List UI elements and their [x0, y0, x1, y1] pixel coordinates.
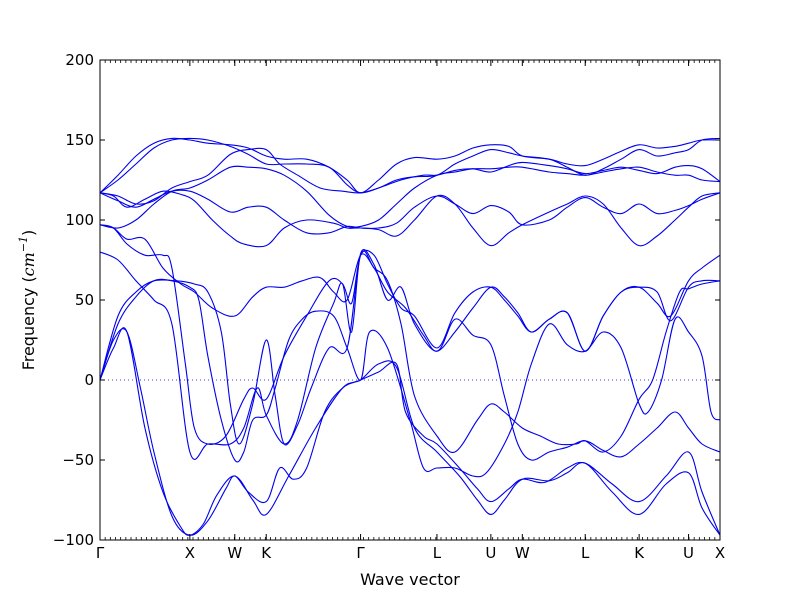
- band-line-7: [99, 224, 721, 352]
- band-lines: [99, 137, 721, 536]
- band-line-12: [99, 137, 721, 194]
- x-tick-label: K: [634, 544, 645, 562]
- y-tick-label: −100: [53, 531, 94, 549]
- x-tick-label: U: [683, 544, 694, 562]
- x-tick-label: W: [227, 544, 242, 562]
- x-axis-label: Wave vector: [360, 570, 460, 589]
- x-tick-label: Γ: [356, 544, 365, 562]
- y-tick-label: −50: [62, 451, 94, 469]
- x-tick-label: K: [261, 544, 272, 562]
- band-line-10: [99, 165, 721, 229]
- band-line-9: [99, 189, 721, 235]
- x-tick-label: U: [485, 544, 496, 562]
- y-tick-label: 0: [84, 371, 94, 389]
- plot-frame: [99, 59, 721, 541]
- y-axis-label-close: ): [19, 230, 38, 236]
- y-axis-label-text: Frequency (: [19, 276, 38, 370]
- y-tick-label: 100: [65, 211, 94, 229]
- band-line-11: [99, 137, 721, 194]
- band-line-1: [99, 327, 721, 536]
- band-line-13: [99, 147, 721, 205]
- x-tick-label: Γ: [96, 544, 105, 562]
- band-line-8: [99, 190, 721, 248]
- x-tick-label: X: [185, 544, 195, 562]
- y-tick-label: 50: [75, 291, 94, 309]
- band-line-4: [99, 250, 721, 454]
- band-line-3: [99, 278, 721, 478]
- band-line-6: [99, 224, 721, 445]
- band-line-5: [99, 248, 721, 461]
- x-tick-label: L: [433, 544, 442, 562]
- band-line-2: [99, 328, 721, 536]
- y-axis-label-unit: cm: [19, 252, 38, 276]
- y-tick-label: 150: [65, 131, 94, 149]
- y-tick-label: 200: [65, 51, 94, 69]
- y-axis-label-exponent: −1: [17, 236, 30, 252]
- minor-ticks: [99, 60, 721, 540]
- x-tick-label: L: [581, 544, 590, 562]
- y-axis-label: Frequency (cm−1): [17, 230, 38, 371]
- x-tick-label: X: [715, 544, 725, 562]
- y-axis-ticks: −100 −50 0 50 100 150 200: [53, 51, 720, 549]
- x-tick-label: W: [515, 544, 530, 562]
